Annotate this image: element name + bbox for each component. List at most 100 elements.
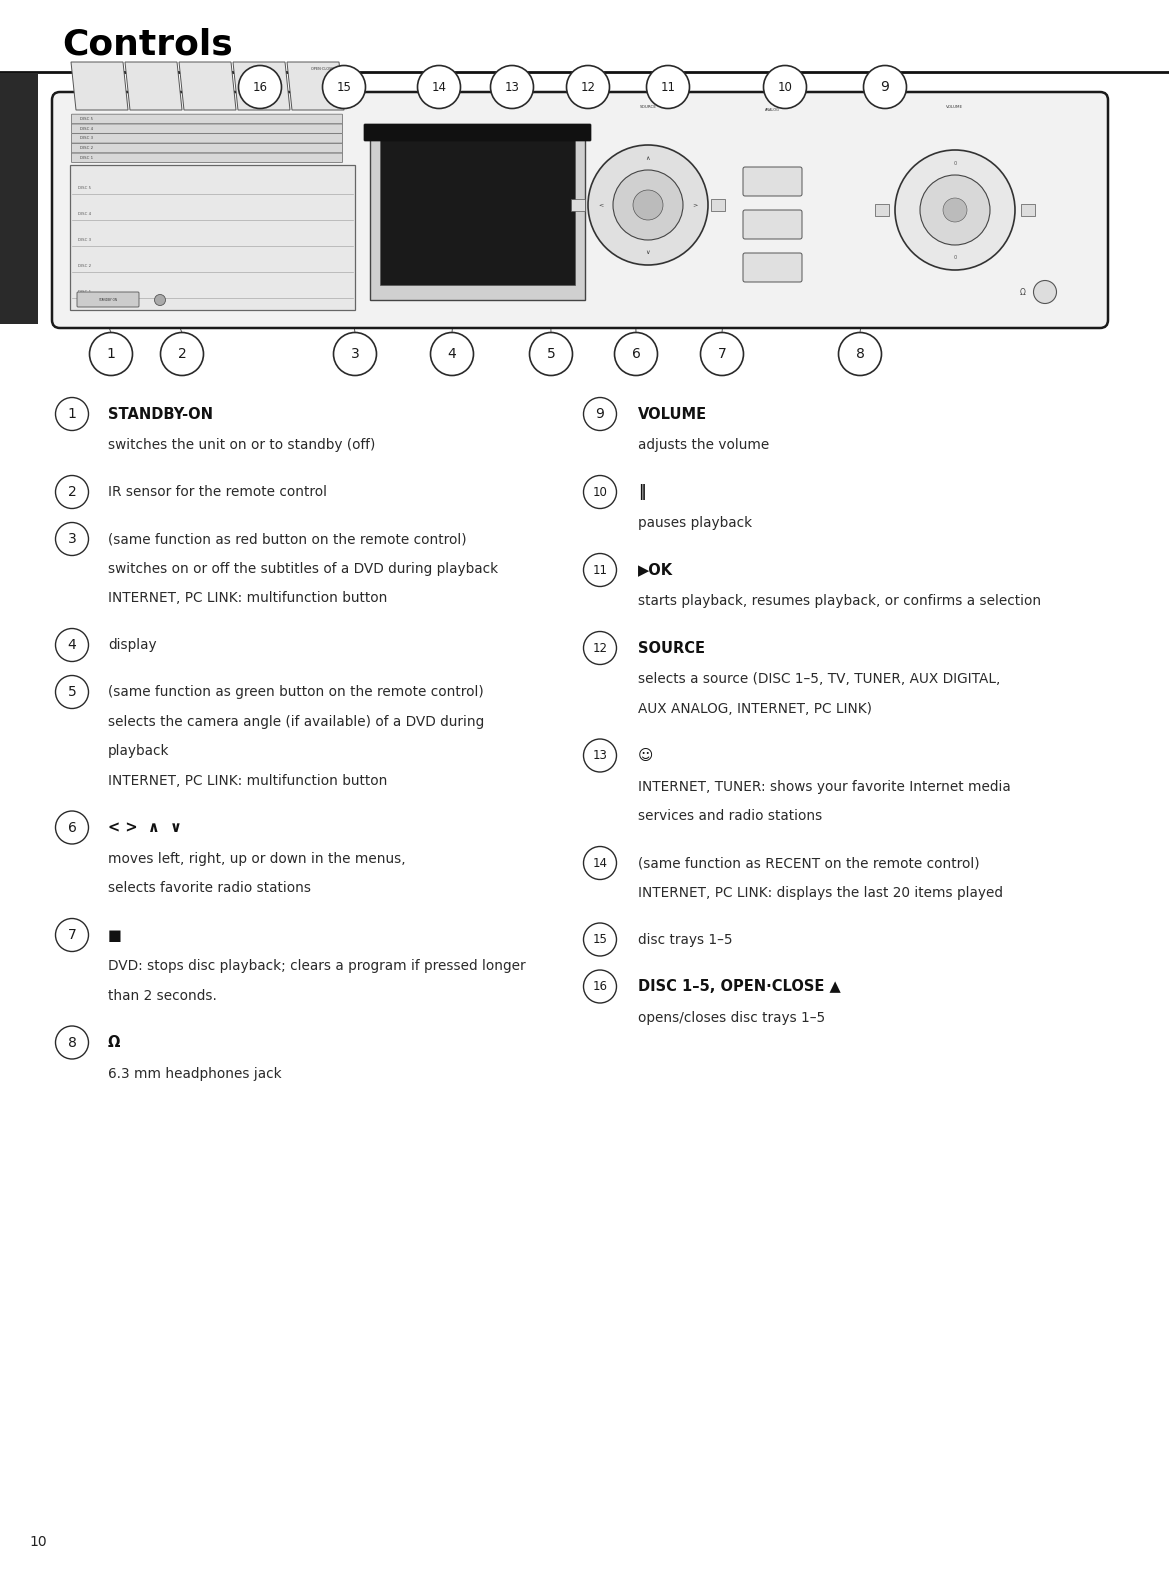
Text: INTERNET, PC LINK: multifunction button: INTERNET, PC LINK: multifunction button [108,592,387,604]
Circle shape [583,397,616,430]
Circle shape [920,176,990,245]
Text: switches the unit on or to standby (off): switches the unit on or to standby (off) [108,438,375,452]
Text: 4: 4 [448,346,456,361]
Text: (same function as red button on the remote control): (same function as red button on the remo… [108,532,466,546]
Text: INTERNET, PC LINK: multifunction button: INTERNET, PC LINK: multifunction button [108,774,387,788]
Circle shape [583,922,616,956]
Text: DISC 3: DISC 3 [78,237,91,242]
Text: 8: 8 [68,1036,76,1049]
Text: DISC 1: DISC 1 [79,155,94,160]
Text: ▶OK: ▶OK [638,563,673,577]
Text: 8: 8 [856,346,864,361]
FancyBboxPatch shape [371,125,584,301]
Text: INTERNET, PC LINK: displays the last 20 items played: INTERNET, PC LINK: displays the last 20 … [638,886,1003,900]
Circle shape [583,970,616,1003]
Text: 14: 14 [593,856,608,870]
Text: 4: 4 [68,638,76,652]
Text: 7: 7 [718,346,726,361]
Text: selects a source (DISC 1–5, TV, TUNER, AUX DIGITAL,: selects a source (DISC 1–5, TV, TUNER, A… [638,672,1001,687]
Text: DISC 4: DISC 4 [78,212,91,217]
Text: 2: 2 [178,346,186,361]
Text: 3: 3 [351,346,359,361]
Text: STANDBY·ON: STANDBY·ON [98,297,118,302]
Polygon shape [125,62,182,111]
FancyBboxPatch shape [570,199,584,210]
Text: 13: 13 [593,748,608,763]
Text: DISC 4: DISC 4 [79,127,94,131]
FancyBboxPatch shape [0,74,39,324]
Text: INTERNET, TUNER: shows your favorite Internet media: INTERNET, TUNER: shows your favorite Int… [638,780,1011,794]
FancyBboxPatch shape [71,114,343,123]
Circle shape [55,812,89,845]
Text: pauses playback: pauses playback [638,516,752,530]
Circle shape [763,65,807,109]
Circle shape [55,397,89,430]
FancyBboxPatch shape [364,123,592,141]
Circle shape [333,332,376,375]
Circle shape [154,294,166,305]
Circle shape [417,65,461,109]
Circle shape [943,198,967,221]
Circle shape [864,65,906,109]
Text: SOURCE: SOURCE [639,104,657,109]
Text: adjusts the volume: adjusts the volume [638,438,769,452]
Circle shape [646,65,690,109]
FancyBboxPatch shape [71,133,343,142]
Text: DISC 1: DISC 1 [78,290,91,294]
FancyBboxPatch shape [51,92,1108,327]
Text: 9: 9 [595,407,604,421]
FancyBboxPatch shape [1021,204,1035,217]
Text: 12: 12 [593,641,608,655]
Text: disc trays 1–5: disc trays 1–5 [638,932,733,946]
Polygon shape [288,62,344,111]
Text: starts playback, resumes playback, or confirms a selection: starts playback, resumes playback, or co… [638,593,1042,607]
Text: DISC 2: DISC 2 [78,264,91,267]
Circle shape [588,146,708,266]
Text: opens/closes disc trays 1–5: opens/closes disc trays 1–5 [638,1011,825,1025]
Text: DISC 5: DISC 5 [79,117,94,120]
Circle shape [583,631,616,664]
Text: selects favorite radio stations: selects favorite radio stations [108,881,311,895]
Circle shape [55,522,89,555]
Text: (same function as RECENT on the remote control): (same function as RECENT on the remote c… [638,856,980,870]
Text: ☺: ☺ [638,748,653,763]
Text: ‖: ‖ [638,484,645,500]
Polygon shape [179,62,236,111]
Circle shape [1033,280,1057,304]
Circle shape [583,554,616,587]
Text: switches on or off the subtitles of a DVD during playback: switches on or off the subtitles of a DV… [108,562,498,576]
Text: Ω: Ω [108,1035,120,1050]
Text: SOURCE: SOURCE [638,641,705,655]
Circle shape [55,919,89,951]
FancyBboxPatch shape [876,204,888,217]
Text: 6: 6 [68,821,76,834]
Text: display: display [108,638,157,652]
Circle shape [55,476,89,508]
FancyBboxPatch shape [380,139,575,285]
Text: 1: 1 [68,407,76,421]
Text: 10: 10 [29,1535,47,1549]
Circle shape [613,169,683,240]
FancyBboxPatch shape [77,293,139,307]
Text: AUX ANALOG, INTERNET, PC LINK): AUX ANALOG, INTERNET, PC LINK) [638,701,872,715]
Text: 15: 15 [593,933,608,946]
Text: ANALOG: ANALOG [766,108,780,112]
Text: DVD: stops disc playback; clears a program if pressed longer: DVD: stops disc playback; clears a progr… [108,959,526,973]
Circle shape [583,846,616,880]
Text: <: < [599,202,603,207]
Text: 6.3 mm headphones jack: 6.3 mm headphones jack [108,1066,282,1081]
Text: DISC 3: DISC 3 [79,136,94,141]
Circle shape [583,476,616,508]
Circle shape [530,332,573,375]
Circle shape [567,65,609,109]
Text: 3: 3 [68,532,76,546]
Text: DISC 1–5, OPEN·CLOSE ▲: DISC 1–5, OPEN·CLOSE ▲ [638,979,841,993]
Text: 6: 6 [631,346,641,361]
FancyBboxPatch shape [71,123,343,133]
Text: 11: 11 [660,81,676,93]
Text: Controls: Controls [62,27,233,62]
Text: 10: 10 [777,81,793,93]
Text: 9: 9 [880,81,890,93]
Text: STANDBY-ON: STANDBY-ON [108,407,213,421]
Circle shape [90,332,132,375]
